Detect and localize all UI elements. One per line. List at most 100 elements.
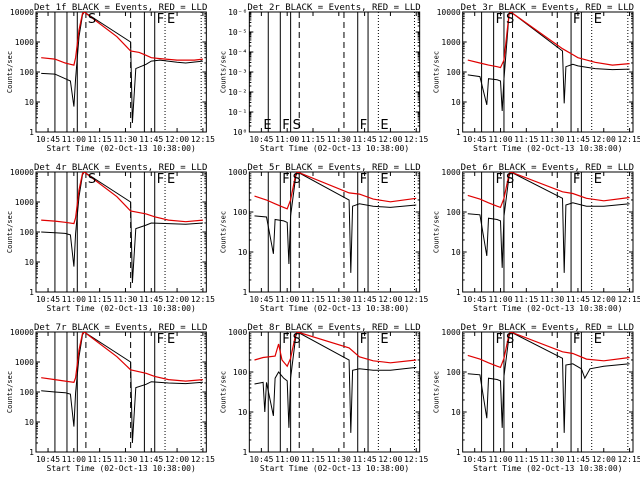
x-tick-label: 12:15 — [618, 295, 640, 304]
panel-det-9: Det 9r BLACK = Events, RED = LLD 1 10 100 10… — [433, 323, 640, 473]
series-lld-line — [467, 12, 630, 69]
series-events-line — [41, 332, 203, 444]
plot-frame — [35, 171, 207, 293]
region-label: E — [167, 332, 175, 347]
x-axis-label: Start Time (02-Oct-13 10:38:00) — [47, 144, 196, 153]
x-tick-label: 10:45 — [463, 135, 487, 144]
y-axis-label: Counts/sec — [433, 211, 441, 253]
x-tick-label: 11:00 — [62, 295, 86, 304]
region-label: F — [360, 172, 367, 187]
y-tick-label: 1000 — [441, 328, 460, 337]
x-tick-label: 10:45 — [36, 455, 60, 464]
region-label: E — [263, 118, 271, 133]
x-axis-label: Start Time (02-Oct-13 10:38:00) — [473, 144, 622, 153]
y-tick-label: 1000 — [15, 198, 34, 207]
x-axis-label: Start Time (02-Oct-13 10:38:00) — [47, 304, 196, 313]
x-axis-label: Start Time (02-Oct-13 10:38:00) — [260, 144, 409, 153]
panel-title: Det 8r BLACK = Events, RED = LLD — [247, 323, 420, 333]
y-tick-label: 100 — [233, 208, 248, 217]
x-axis-label: Start Time (02-Oct-13 10:38:00) — [260, 304, 409, 313]
region-label: F — [157, 172, 164, 187]
x-tick-label: 11:15 — [88, 295, 112, 304]
x-tick-label: 11:15 — [88, 135, 112, 144]
x-tick-label: 11:30 — [540, 135, 564, 144]
series-lld-line — [41, 332, 203, 383]
y-tick-label: 1 — [29, 448, 34, 457]
x-tick-label: 11:45 — [139, 295, 163, 304]
y-axis-label: Counts/sec — [6, 211, 14, 253]
x-axis-label: Start Time (02-Oct-13 10:38:00) — [473, 464, 622, 473]
panel-title: Det 5r BLACK = Events, RED = LLD — [247, 163, 420, 173]
y-tick-label: 1000 — [15, 38, 34, 47]
x-tick-label: 12:00 — [165, 455, 189, 464]
region-label: F — [496, 12, 503, 27]
region-label: E — [167, 172, 175, 187]
panel-title: Det 6r BLACK = Events, RED = LLD — [461, 163, 634, 173]
x-tick-label: 10:45 — [463, 295, 487, 304]
x-tick-label: 11:30 — [327, 135, 351, 144]
x-axis-label: Start Time (02-Oct-13 10:38:00) — [473, 304, 622, 313]
plot-frame — [462, 11, 634, 133]
y-tick-label: 10000 — [10, 168, 34, 177]
x-tick-label: 12:00 — [592, 455, 616, 464]
x-tick-label: 11:30 — [327, 295, 351, 304]
region-label: S — [506, 12, 514, 27]
x-tick-label: 12:15 — [404, 455, 428, 464]
y-tick-label: 10⁻³ — [228, 68, 247, 77]
plot-frame — [35, 11, 207, 133]
x-tick-label: 11:15 — [514, 295, 538, 304]
y-tick-label: 1 — [29, 288, 34, 297]
panel-title: Det 2r BLACK = Events, RED = LLD — [247, 3, 420, 13]
y-tick-label: 10 — [451, 248, 461, 257]
x-tick-label: 11:15 — [301, 455, 325, 464]
panel-det-3: Det 3r BLACK = Events, RED = LLD 1 10 100 10… — [433, 3, 640, 153]
panel-title: Det 4r BLACK = Events, RED = LLD — [34, 163, 207, 173]
region-label: F — [282, 172, 289, 187]
x-tick-label: 12:15 — [191, 135, 215, 144]
y-tick-label: 100 — [233, 368, 248, 377]
y-tick-label: 10 — [451, 98, 461, 107]
x-tick-label: 10:45 — [36, 295, 60, 304]
x-tick-label: 12:15 — [191, 455, 215, 464]
series-events-line — [254, 332, 417, 433]
x-tick-label: 11:45 — [353, 455, 377, 464]
y-tick-label: 1000 — [228, 328, 247, 337]
y-axis-label: Counts/sec — [219, 371, 227, 413]
panel-title: Det 7r BLACK = Events, RED = LLD — [34, 323, 207, 333]
region-label: E — [167, 12, 175, 27]
x-tick-label: 11:15 — [301, 135, 325, 144]
y-tick-label: 10⁻² — [228, 88, 247, 97]
y-tick-label: 10⁻⁵ — [228, 28, 247, 37]
y-axis-label: Counts/sec — [219, 51, 227, 93]
x-tick-label: 11:15 — [88, 455, 112, 464]
plot-frame — [462, 171, 634, 293]
x-tick-label: 11:45 — [566, 295, 590, 304]
y-tick-label: 1 — [243, 448, 248, 457]
y-tick-label: 10 — [451, 408, 461, 417]
x-tick-label: 11:30 — [113, 135, 137, 144]
y-tick-label: 1 — [456, 128, 461, 137]
panel-det-5: Det 5r BLACK = Events, RED = LLD 1 10 100 10… — [219, 163, 428, 313]
x-tick-label: 10:45 — [249, 135, 273, 144]
y-axis-label: Counts/sec — [433, 371, 441, 413]
y-tick-label: 10000 — [10, 328, 34, 337]
panel-title: Det 3r BLACK = Events, RED = LLD — [461, 3, 634, 13]
x-tick-label: 12:00 — [378, 135, 402, 144]
y-tick-label: 100 — [20, 228, 35, 237]
y-axis-label: Counts/sec — [219, 211, 227, 253]
y-tick-label: 100 — [446, 68, 461, 77]
x-tick-label: 12:00 — [592, 295, 616, 304]
x-tick-label: 12:15 — [618, 135, 640, 144]
x-tick-label: 11:45 — [139, 135, 163, 144]
y-tick-label: 1 — [243, 288, 248, 297]
x-tick-label: 12:00 — [592, 135, 616, 144]
x-axis-label: Start Time (02-Oct-13 10:38:00) — [260, 464, 409, 473]
x-tick-label: 10:45 — [36, 135, 60, 144]
x-tick-label: 12:15 — [191, 295, 215, 304]
x-tick-label: 11:30 — [113, 295, 137, 304]
y-tick-label: 10000 — [10, 8, 34, 17]
x-tick-label: 11:00 — [488, 295, 512, 304]
series-events-line — [41, 12, 203, 124]
y-axis-label: Counts/sec — [6, 51, 14, 93]
y-tick-label: 10 — [24, 258, 34, 267]
